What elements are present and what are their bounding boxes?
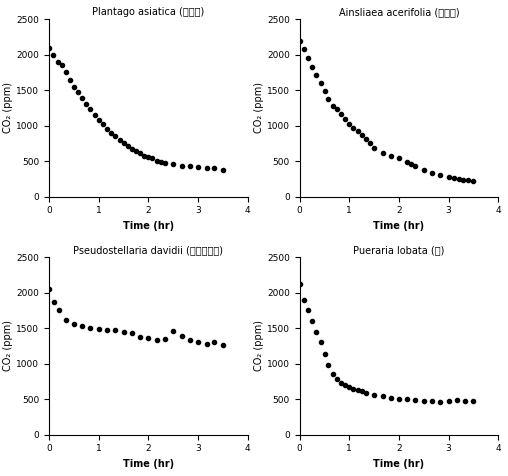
Y-axis label: CO₂ (ppm): CO₂ (ppm) xyxy=(254,320,264,371)
Title: Pseudostellaria davidii (덕굴개별꾸): Pseudostellaria davidii (덕굴개별꾸) xyxy=(74,245,224,255)
Title: Pueraria lobata (쳡): Pueraria lobata (쳡) xyxy=(353,245,444,255)
X-axis label: Time (hr): Time (hr) xyxy=(373,459,425,469)
Y-axis label: CO₂ (ppm): CO₂ (ppm) xyxy=(4,82,13,133)
X-axis label: Time (hr): Time (hr) xyxy=(373,221,425,231)
X-axis label: Time (hr): Time (hr) xyxy=(123,459,174,469)
X-axis label: Time (hr): Time (hr) xyxy=(123,221,174,231)
Title: Ainsliaea acerifolia (단풍취): Ainsliaea acerifolia (단풍취) xyxy=(339,7,459,17)
Y-axis label: CO₂ (ppm): CO₂ (ppm) xyxy=(254,82,264,133)
Y-axis label: CO₂ (ppm): CO₂ (ppm) xyxy=(4,320,13,371)
Title: Plantago asiatica (길경이): Plantago asiatica (길경이) xyxy=(92,7,205,17)
